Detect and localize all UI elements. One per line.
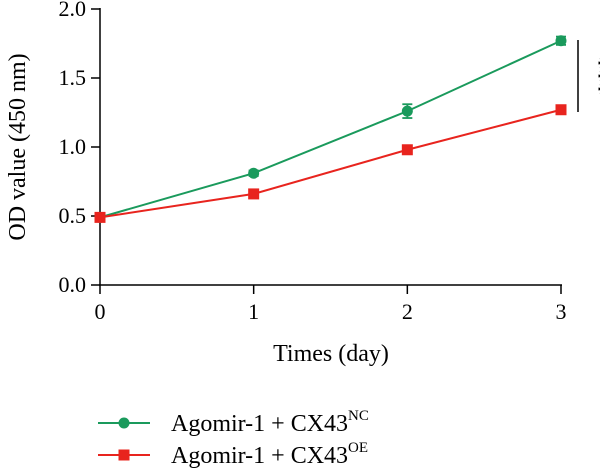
y-axis-title: OD value (450 nm) [5, 53, 31, 240]
data-point-oe [248, 188, 260, 200]
legend-label-superscript: NC [348, 408, 369, 424]
y-ticks: 0.0 0.5 1.0 1.5 2.0 [59, 0, 100, 297]
plot-area [94, 35, 567, 223]
data-point-oe [94, 211, 106, 223]
data-point-oe [555, 104, 567, 116]
significance-annotation: *** [577, 40, 600, 112]
x-tick-label: 3 [556, 299, 567, 324]
series-line-nc [99, 39, 562, 219]
x-axis-title: Times (day) [273, 341, 389, 367]
y-tick-label: 1.0 [59, 134, 87, 159]
data-point-nc [401, 105, 413, 117]
legend-label-main: Agomir-1 + CX43 [171, 443, 348, 469]
legend-marker-nc [118, 417, 130, 429]
x-tick-label: 1 [248, 299, 259, 324]
significance-label: *** [585, 57, 600, 96]
legend-label-oe: Agomir-1 + CX43OE [171, 440, 368, 469]
x-tick-label: 0 [95, 299, 106, 324]
y-tick-label: 2.0 [59, 0, 87, 21]
legend-label-nc: Agomir-1 + CX43NC [171, 408, 369, 437]
legend-label-main: Agomir-1 + CX43 [171, 411, 348, 437]
data-point-nc [555, 35, 567, 47]
y-tick-label: 0.5 [59, 203, 87, 228]
y-tick-label: 1.5 [59, 65, 87, 90]
data-point-oe [401, 144, 413, 156]
y-tick-label: 0.0 [59, 272, 87, 297]
axes [99, 8, 562, 286]
series-line-oe [99, 108, 562, 219]
legend-label-superscript: OE [348, 440, 368, 456]
legend-marker-oe [118, 449, 130, 461]
data-point-nc [248, 167, 260, 179]
x-ticks: 0 1 2 3 [95, 285, 567, 324]
x-tick-label: 2 [402, 299, 413, 324]
